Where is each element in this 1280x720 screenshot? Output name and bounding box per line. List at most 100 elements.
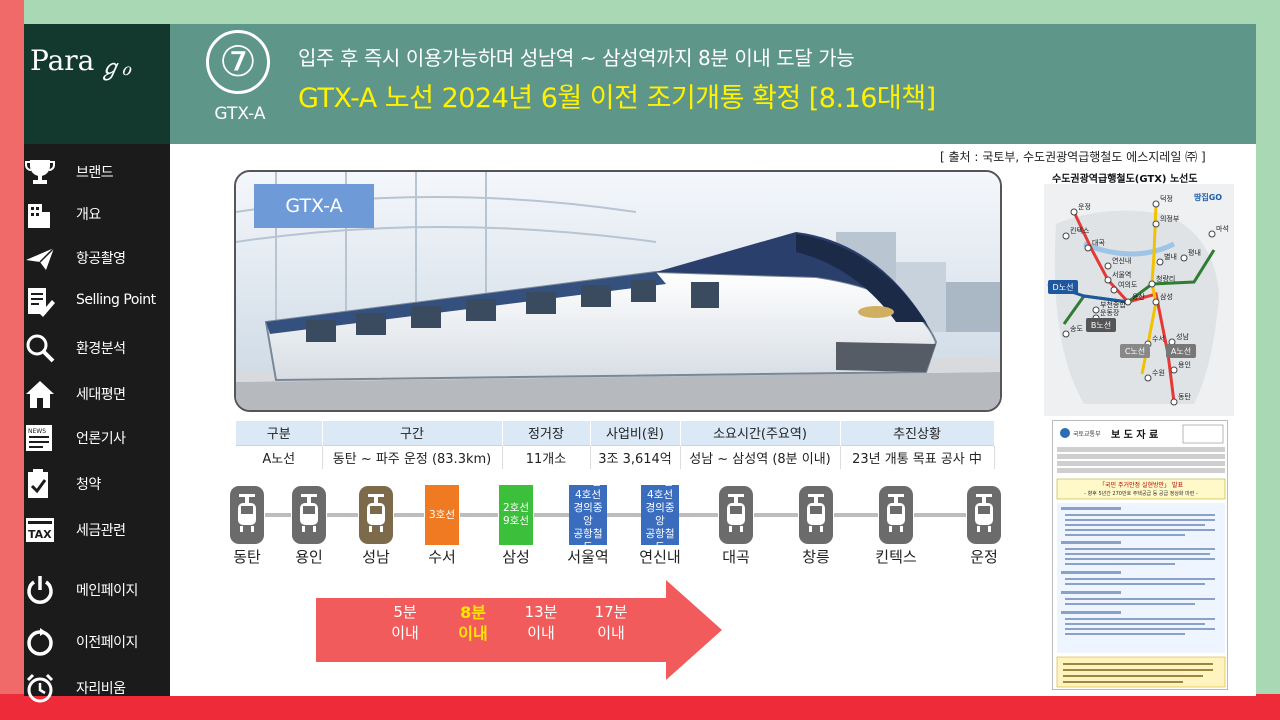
- train-station-icon: [719, 486, 753, 544]
- nav-item-label: 언론기사: [76, 431, 126, 447]
- map-station-label: 연신내: [1112, 256, 1131, 265]
- route-line-b: [1062, 249, 1216, 325]
- train-illustration: [236, 172, 1000, 410]
- nav-item-9[interactable]: TAX 세금관련: [24, 510, 170, 550]
- station-connector: [834, 513, 878, 517]
- train-station-icon: [799, 486, 833, 544]
- map-station-label: 대곡: [1092, 239, 1105, 247]
- nav-item-8[interactable]: 청약: [24, 464, 170, 504]
- table-header: 사업비(원): [590, 421, 681, 445]
- nav-item-7[interactable]: NEWS 언론기사: [24, 418, 170, 458]
- transfer-lines-box: 3호선: [425, 485, 459, 545]
- map-station-dot: [1152, 298, 1160, 306]
- nav-item-6[interactable]: 세대평면: [24, 374, 170, 414]
- map-station-dot: [1070, 208, 1078, 216]
- map-station-label: 서울역: [1112, 270, 1131, 279]
- frame-left: [0, 0, 24, 720]
- map-station-dot: [1104, 262, 1112, 270]
- airplane-icon: [24, 242, 56, 274]
- nav-item-label: 환경분석: [76, 341, 126, 357]
- nav-item-11[interactable]: 이전페이지: [24, 622, 170, 662]
- travel-time-minutes: 5분: [393, 603, 417, 621]
- nav-item-label: 자리비움: [76, 681, 126, 697]
- clipboard-check-icon: [24, 468, 56, 500]
- nav-item-label: 브랜드: [76, 165, 114, 181]
- transfer-line-label: 공항철도: [573, 528, 603, 545]
- map-brand: 땅집GO: [1194, 192, 1222, 202]
- table-header: 추진상황: [840, 421, 995, 445]
- travel-time-label: 8분 이내: [440, 602, 506, 644]
- nav-item-label: 메인페이지: [76, 583, 138, 599]
- map-station-label: 동탄: [1178, 392, 1191, 401]
- building-icon: [24, 198, 56, 230]
- train-station-icon: [359, 486, 393, 544]
- nav-item-label: 개요: [76, 207, 101, 223]
- line-label-text: A노선: [1171, 347, 1191, 356]
- map-station-label: 의정부: [1160, 214, 1180, 223]
- station-connector: [460, 513, 498, 517]
- press-title: 보 도 자 료: [1111, 428, 1158, 441]
- map-station-dot: [1062, 232, 1070, 240]
- page-title: GTX-A 노선 2024년 6월 이전 조기개통 확정 [8.16대책]: [298, 83, 936, 114]
- press-release-thumbnail[interactable]: 국토교통부 보 도 자 료 「국민 주거안정 실현방안」 발표 - 향후 5년간…: [1052, 420, 1228, 690]
- nav-item-2[interactable]: 개요: [24, 194, 170, 234]
- map-station-dot: [1104, 276, 1112, 284]
- transfer-lines-box: 1호선4호선경의중앙공항철도: [641, 485, 679, 545]
- trophy-icon: [24, 156, 56, 188]
- svg-text:TAX: TAX: [28, 528, 52, 541]
- map-station-label: 마석: [1216, 224, 1229, 233]
- press-release-graphic: 국토교통부 보 도 자 료 「국민 주거안정 실현방안」 발표 - 향후 5년간…: [1053, 421, 1227, 689]
- page-header: ⑦ GTX-A 입주 후 즉시 이용가능하며 성남역 ~ 삼성역까지 8분 이내…: [170, 24, 1256, 144]
- transfer-line-label: 1호선: [569, 485, 607, 489]
- brand-logo[interactable]: Para ℊℴ: [24, 24, 170, 144]
- logo-mark: ℊℴ: [99, 56, 132, 81]
- svg-text:NEWS: NEWS: [28, 428, 46, 435]
- map-station-dot: [1170, 366, 1178, 374]
- train-station-icon: [292, 486, 326, 544]
- transfer-line-label: 경의중앙: [573, 502, 603, 527]
- nav-item-5[interactable]: 환경분석: [24, 328, 170, 368]
- map-station-label: 송도: [1070, 325, 1083, 333]
- transfer-lines-box: 2호선 9호선: [499, 485, 533, 545]
- transfer-line-label: 1호선: [641, 485, 679, 489]
- map-station-dot: [1152, 220, 1160, 228]
- nav-item-label: 세대평면: [76, 387, 126, 403]
- nav-item-1[interactable]: 브랜드: [24, 152, 170, 192]
- travel-time-within: 이내: [391, 624, 419, 642]
- map-station-label: 삼성: [1160, 292, 1173, 301]
- line-label-badge: [1166, 344, 1196, 358]
- line-label-text: D노선: [1053, 283, 1074, 292]
- map-station-label: 부천종합: [1100, 300, 1126, 309]
- document-edit-icon: [24, 286, 56, 318]
- source-caption: [ 출처 : 국토부, 수도권광역급행철도 에스지레일 ㈜ ]: [940, 150, 1206, 164]
- magnifier-icon: [24, 332, 56, 364]
- table-row: A노선 동탄 ~ 파주 운정 (83.3km) 11개소 3조 3,614억 성…: [236, 444, 995, 469]
- map-station-dot: [1152, 200, 1160, 208]
- table-header-row: 구분 구간 정거장 사업비(원) 소요시간(주요역) 추진상황: [236, 421, 995, 445]
- press-ministry: 국토교통부: [1073, 431, 1101, 438]
- station-connector: [327, 513, 358, 517]
- transfer-line-label: 4호선: [574, 489, 601, 501]
- travel-time-within: 이내: [527, 624, 555, 642]
- table-cell: A노선: [236, 444, 323, 469]
- map-station-label: 용인: [1178, 360, 1191, 369]
- nav-item-12[interactable]: 자리비움: [24, 668, 170, 708]
- table-cell: 동탄 ~ 파주 운정 (83.3km): [322, 444, 503, 469]
- map-station-dot: [1170, 398, 1178, 406]
- nav-item-3[interactable]: 항공촬영: [24, 238, 170, 278]
- map-station-dot: [1124, 298, 1132, 306]
- logo-text: Para: [30, 44, 95, 77]
- press-headline: 「국민 주거안정 실현방안」 발표: [1099, 481, 1183, 489]
- transfer-line-label: 2호선: [502, 502, 529, 514]
- nav-item-10[interactable]: 메인페이지: [24, 570, 170, 610]
- transfer-line-label: 공항철도: [645, 528, 675, 545]
- table-header: 소요시간(주요역): [680, 421, 841, 445]
- train-station-icon: [879, 486, 913, 544]
- section-tag: GTX-A: [214, 104, 266, 124]
- map-station-label: 청량리: [1156, 274, 1175, 283]
- map-station-dot: [1180, 254, 1188, 262]
- transfer-line-label: 경의중앙: [645, 502, 675, 527]
- nav-item-4[interactable]: Selling Point: [24, 282, 170, 322]
- house-icon: [24, 378, 56, 410]
